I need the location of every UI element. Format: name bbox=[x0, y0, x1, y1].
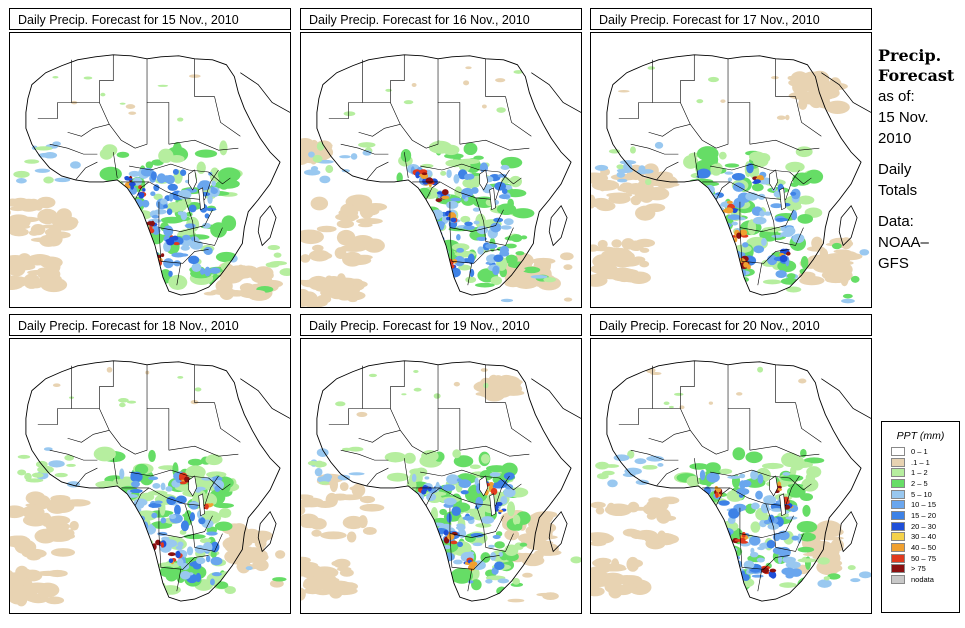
precip-map bbox=[300, 338, 582, 614]
legend-entry: 0 – 1 bbox=[891, 446, 959, 457]
legend-entry: > 75 bbox=[891, 564, 959, 575]
legend-label: .1 – 1 bbox=[911, 457, 930, 467]
legend-label: 5 – 10 bbox=[911, 489, 932, 499]
legend-swatch bbox=[891, 457, 905, 467]
precip-map bbox=[9, 338, 291, 614]
legend-swatch bbox=[891, 553, 905, 563]
asof-label: as of: bbox=[878, 88, 915, 105]
forecast-panel-nov17: Daily Precip. Forecast for 17 Nov., 2010 bbox=[590, 8, 872, 308]
panel-title: Daily Precip. Forecast for 17 Nov., 2010 bbox=[590, 8, 872, 30]
legend-label: > 75 bbox=[911, 564, 926, 574]
legend-swatch bbox=[891, 521, 905, 531]
legend-label: 30 – 40 bbox=[911, 532, 937, 542]
totals-label: Totals bbox=[878, 182, 918, 199]
legend-label: 50 – 75 bbox=[911, 553, 937, 563]
forecast-panel-nov18: Daily Precip. Forecast for 18 Nov., 2010 bbox=[9, 314, 291, 614]
legend-label: 20 – 30 bbox=[911, 521, 937, 531]
legend-label: 2 – 5 bbox=[911, 478, 928, 488]
legend-entry: nodata bbox=[891, 574, 959, 585]
sidebar-title-line1: Precip. bbox=[878, 46, 942, 65]
legend-entry: 20 – 30 bbox=[891, 521, 959, 532]
legend-swatch bbox=[891, 478, 905, 488]
asof-date: 15 Nov. bbox=[878, 109, 929, 126]
panel-title: Daily Precip. Forecast for 19 Nov., 2010 bbox=[300, 314, 582, 336]
legend-entry: 5 – 10 bbox=[891, 489, 959, 500]
legend-entry: 15 – 20 bbox=[891, 510, 959, 521]
precip-map bbox=[9, 32, 291, 308]
forecast-panel-nov16: Daily Precip. Forecast for 16 Nov., 2010 bbox=[300, 8, 582, 308]
legend-label: 0 – 1 bbox=[911, 446, 928, 456]
sidebar-title-line2: Forecast bbox=[878, 66, 955, 85]
panel-title: Daily Precip. Forecast for 16 Nov., 2010 bbox=[300, 8, 582, 30]
panel-title: Daily Precip. Forecast for 20 Nov., 2010 bbox=[590, 314, 872, 336]
legend-swatch bbox=[891, 510, 905, 520]
legend-entry: 10 – 15 bbox=[891, 499, 959, 510]
sidebar-info: Precip. Forecast as of: 15 Nov. 2010 Dai… bbox=[878, 46, 963, 274]
legend-swatch bbox=[891, 468, 905, 478]
legend-label: 10 – 15 bbox=[911, 500, 937, 510]
panel-title: Daily Precip. Forecast for 18 Nov., 2010 bbox=[9, 314, 291, 336]
legend-entry: 50 – 75 bbox=[891, 553, 959, 564]
precip-map bbox=[590, 338, 872, 614]
data-source-line2: GFS bbox=[878, 255, 909, 272]
legend-label: nodata bbox=[911, 575, 934, 585]
precip-map bbox=[590, 32, 872, 308]
panel-title: Daily Precip. Forecast for 15 Nov., 2010 bbox=[9, 8, 291, 30]
legend-title: PPT (mm) bbox=[896, 430, 945, 442]
asof-year: 2010 bbox=[878, 130, 912, 147]
legend-swatch bbox=[891, 500, 905, 510]
legend-entry: .1 – 1 bbox=[891, 457, 959, 468]
legend-swatch bbox=[891, 489, 905, 499]
legend-swatch bbox=[891, 575, 905, 585]
legend-label: 40 – 50 bbox=[911, 543, 937, 553]
legend-swatch bbox=[891, 564, 905, 574]
legend-swatch bbox=[891, 446, 905, 456]
precip-map bbox=[300, 32, 582, 308]
legend-entry: 1 – 2 bbox=[891, 467, 959, 478]
forecast-panel-nov20: Daily Precip. Forecast for 20 Nov., 2010 bbox=[590, 314, 872, 614]
legend-swatch bbox=[891, 532, 905, 542]
data-label: Data: bbox=[878, 213, 914, 230]
legend-label: 1 – 2 bbox=[911, 468, 928, 478]
legend-entry: 30 – 40 bbox=[891, 532, 959, 543]
forecast-panel-nov15: Daily Precip. Forecast for 15 Nov., 2010 bbox=[9, 8, 291, 308]
legend-entry: 40 – 50 bbox=[891, 542, 959, 553]
data-source-line1: NOAA– bbox=[878, 234, 929, 251]
legend-label: 15 – 20 bbox=[911, 510, 937, 520]
legend-entry: 2 – 5 bbox=[891, 478, 959, 489]
legend-swatch bbox=[891, 543, 905, 553]
daily-label: Daily bbox=[878, 161, 912, 178]
forecast-panel-nov19: Daily Precip. Forecast for 19 Nov., 2010 bbox=[300, 314, 582, 614]
